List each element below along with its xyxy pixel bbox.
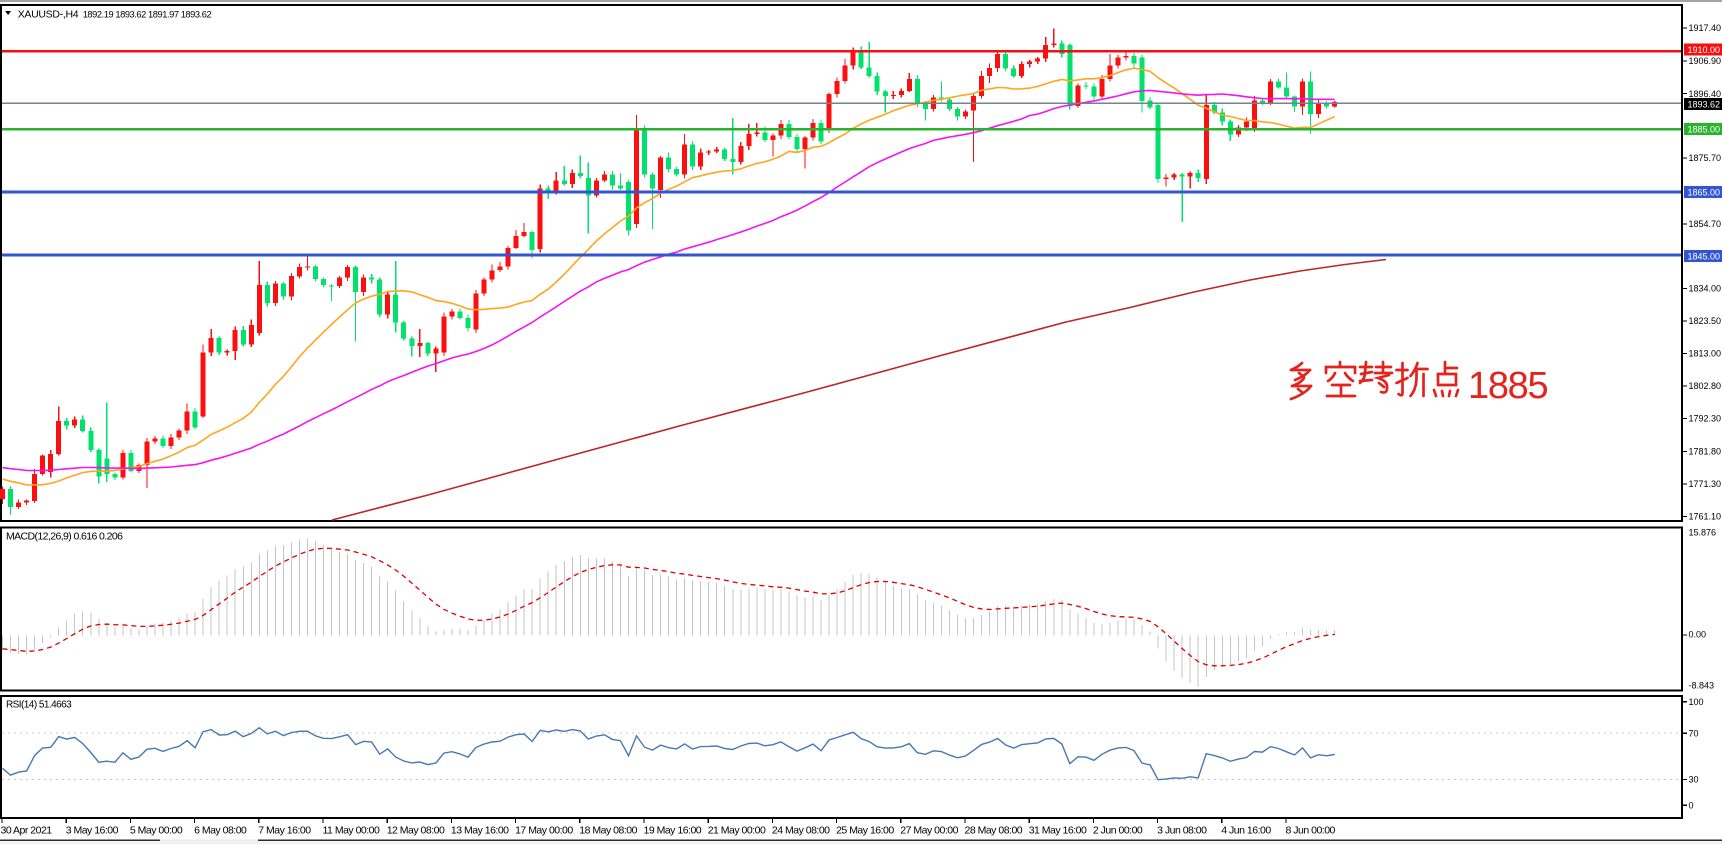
svg-text:19 May 16:00: 19 May 16:00 (644, 825, 702, 837)
svg-text:30 Apr 2021: 30 Apr 2021 (1, 825, 53, 837)
svg-text:1781.80: 1781.80 (1689, 447, 1722, 457)
svg-text:28 May 08:00: 28 May 08:00 (965, 825, 1023, 837)
svg-text:4 Jun 16:00: 4 Jun 16:00 (1221, 825, 1271, 837)
svg-text:3 May 16:00: 3 May 16:00 (66, 825, 119, 837)
svg-text:12 May 08:00: 12 May 08:00 (387, 825, 445, 837)
svg-text:0: 0 (1689, 800, 1694, 810)
svg-text:1845.00: 1845.00 (1688, 251, 1721, 261)
svg-text:1892.19 1893.62 1891.97 1893.6: 1892.19 1893.62 1891.97 1893.62 (83, 10, 212, 20)
svg-text:27 May 00:00: 27 May 00:00 (900, 825, 958, 837)
svg-text:1875.70: 1875.70 (1689, 153, 1722, 163)
svg-text:25 May 16:00: 25 May 16:00 (836, 825, 894, 837)
svg-text:70: 70 (1689, 728, 1699, 738)
svg-text:17 May 00:00: 17 May 00:00 (515, 825, 573, 837)
svg-text:1854.70: 1854.70 (1689, 219, 1722, 229)
svg-text:MACD(12,26,9) 0.616 0.206: MACD(12,26,9) 0.616 0.206 (6, 531, 123, 543)
svg-text:1802.80: 1802.80 (1689, 381, 1722, 391)
svg-text:5 May 00:00: 5 May 00:00 (130, 825, 183, 837)
svg-text:1906.90: 1906.90 (1689, 56, 1722, 66)
svg-text:-8.843: -8.843 (1689, 681, 1715, 691)
svg-text:30: 30 (1689, 775, 1699, 785)
svg-text:1910.00: 1910.00 (1688, 45, 1721, 55)
svg-text:1885.00: 1885.00 (1688, 124, 1721, 134)
svg-text:1771.30: 1771.30 (1689, 479, 1722, 489)
svg-text:21 May 00:00: 21 May 00:00 (708, 825, 766, 837)
svg-text:1813.00: 1813.00 (1689, 349, 1722, 359)
svg-text:1792.30: 1792.30 (1689, 414, 1722, 424)
svg-text:18 May 08:00: 18 May 08:00 (579, 825, 637, 837)
svg-text:7 May 16:00: 7 May 16:00 (258, 825, 311, 837)
svg-text:2 Jun 00:00: 2 Jun 00:00 (1093, 825, 1143, 837)
svg-text:24 May 08:00: 24 May 08:00 (772, 825, 830, 837)
svg-text:1917.40: 1917.40 (1689, 23, 1722, 33)
svg-text:1885: 1885 (1468, 365, 1548, 407)
svg-text:1761.10: 1761.10 (1689, 512, 1722, 522)
svg-text:1834.00: 1834.00 (1689, 284, 1722, 294)
svg-text:1896.40: 1896.40 (1689, 89, 1722, 99)
svg-text:31 May 16:00: 31 May 16:00 (1029, 825, 1087, 837)
svg-text:11 May 00:00: 11 May 00:00 (323, 825, 381, 837)
svg-text:1893.62: 1893.62 (1688, 99, 1721, 109)
svg-text:8 Jun 00:00: 8 Jun 00:00 (1286, 825, 1336, 837)
svg-text:15.876: 15.876 (1689, 528, 1717, 538)
svg-text:XAUUSD-,H4: XAUUSD-,H4 (18, 9, 79, 21)
svg-text:1865.00: 1865.00 (1688, 187, 1721, 197)
svg-text:RSI(14) 51.4663: RSI(14) 51.4663 (6, 700, 72, 711)
svg-text:13 May 16:00: 13 May 16:00 (451, 825, 509, 837)
svg-text:6 May 08:00: 6 May 08:00 (194, 825, 247, 837)
svg-text:0.00: 0.00 (1689, 630, 1707, 640)
svg-text:3 Jun 08:00: 3 Jun 08:00 (1157, 825, 1207, 837)
svg-text:100: 100 (1689, 697, 1704, 707)
svg-text:1823.50: 1823.50 (1689, 316, 1722, 326)
